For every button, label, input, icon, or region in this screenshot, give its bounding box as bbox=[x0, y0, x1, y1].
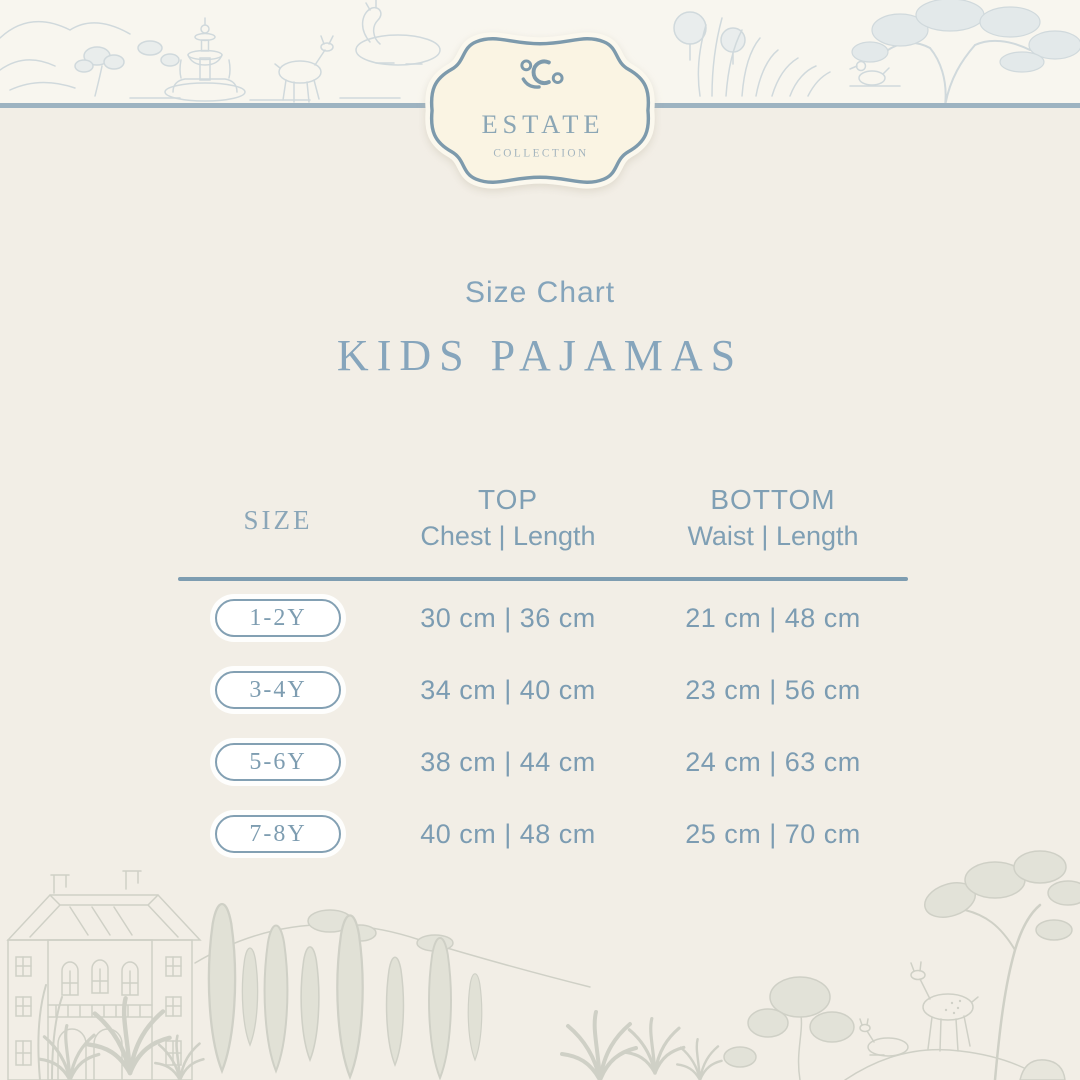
table-row: 1-2Y 30 cm | 36 cm 21 cm | 48 cm bbox=[168, 582, 918, 654]
table-header-row: SIZE TOP Chest | Length BOTTOM Waist | L… bbox=[168, 478, 918, 570]
rocks-illustration bbox=[0, 20, 131, 91]
size-badge: 7-8Y bbox=[215, 815, 341, 853]
mansion-illustration bbox=[6, 870, 202, 1080]
grass-tufts-illustration bbox=[37, 984, 723, 1080]
bottom-measurement: 21 cm | 48 cm bbox=[685, 602, 861, 633]
rock-illustration bbox=[1019, 1059, 1066, 1080]
lying-deer-illustration bbox=[859, 1018, 909, 1057]
duck-illustration bbox=[849, 60, 901, 87]
mound-line bbox=[844, 1048, 1046, 1080]
size-badge: 3-4Y bbox=[215, 671, 341, 709]
resting-horse-illustration bbox=[355, 0, 441, 66]
standing-deer-illustration bbox=[910, 961, 979, 1052]
bottom-column-header: BOTTOM Waist | Length bbox=[628, 478, 918, 570]
bottom-measurement: 24 cm | 63 cm bbox=[685, 746, 861, 777]
size-badge: 1-2Y bbox=[215, 599, 341, 637]
size-column-header: SIZE bbox=[243, 504, 313, 535]
bottom-group-label: BOTTOM bbox=[710, 484, 836, 515]
orchard-trees-illustration bbox=[673, 11, 746, 65]
bottom-measurement: 25 cm | 70 cm bbox=[685, 818, 861, 849]
top-measurement: 38 cm | 44 cm bbox=[420, 746, 596, 777]
deer-illustration bbox=[274, 35, 334, 103]
size-badge: 5-6Y bbox=[215, 743, 341, 781]
top-measurement: 34 cm | 40 cm bbox=[420, 674, 596, 705]
table-row: 5-6Y 38 cm | 44 cm 24 cm | 63 cm bbox=[168, 726, 918, 798]
size-chart-label: Size Chart bbox=[464, 276, 616, 309]
toile-bottom-scene bbox=[6, 850, 1080, 1080]
bush-tree-illustration bbox=[723, 976, 855, 1080]
top-column-header: TOP Chest | Length bbox=[388, 478, 628, 570]
table-row: 7-8Y 40 cm | 48 cm 25 cm | 70 cm bbox=[168, 798, 918, 870]
poplar-trees-illustration bbox=[207, 902, 483, 1079]
top-measurement: 30 cm | 36 cm bbox=[420, 602, 596, 633]
toile-top-scene bbox=[0, 0, 1080, 104]
bottom-group-sublabel: Waist | Length bbox=[687, 521, 859, 551]
badge-title: ESTATE bbox=[481, 109, 604, 139]
brand-badge: ESTATE COLLECTION bbox=[422, 32, 658, 194]
ground-line bbox=[129, 97, 651, 101]
top-measurement: 40 cm | 48 cm bbox=[420, 818, 596, 849]
table-divider bbox=[178, 577, 908, 581]
size-table: SIZE TOP Chest | Length BOTTOM Waist | L… bbox=[168, 478, 918, 870]
leaning-tree-illustration bbox=[924, 850, 1080, 1080]
grass-illustration bbox=[697, 17, 831, 97]
badge-frame bbox=[429, 37, 651, 184]
fountain-illustration bbox=[164, 17, 246, 102]
table-row: 3-4Y 34 cm | 40 cm 23 cm | 56 cm bbox=[168, 654, 918, 726]
top-group-sublabel: Chest | Length bbox=[420, 521, 596, 551]
oak-tree-illustration bbox=[851, 0, 1080, 104]
swirl-monogram-icon bbox=[520, 59, 564, 89]
bottom-measurement: 23 cm | 56 cm bbox=[685, 674, 861, 705]
top-group-label: TOP bbox=[477, 484, 539, 515]
badge-subtitle: COLLECTION bbox=[493, 148, 588, 160]
page-title: KIDS PAJAMAS bbox=[336, 331, 744, 380]
tree-cluster-illustration bbox=[74, 40, 180, 97]
